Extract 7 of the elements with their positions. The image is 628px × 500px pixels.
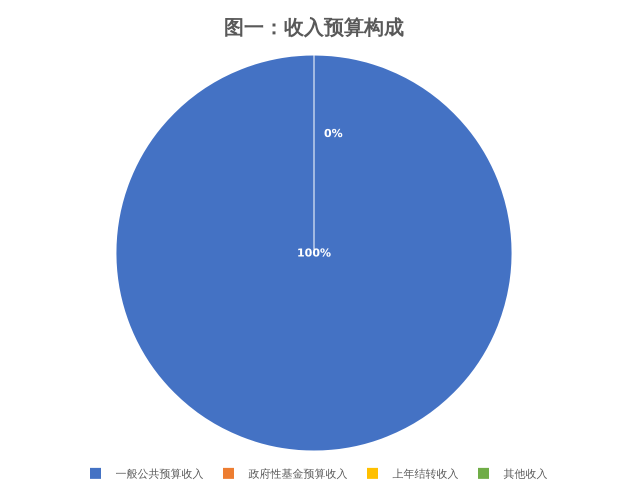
legend-label: 政府性基金预算收入 <box>248 468 348 481</box>
chart-title: 图一：收入预算构成 <box>224 15 404 39</box>
text: 0% <box>324 127 343 140</box>
legend-label: 一般公共预算收入 <box>116 468 204 481</box>
legend-label: 其他收入 <box>504 468 548 481</box>
legend-label: 上年结转收入 <box>392 468 458 481</box>
data-label: 100% <box>297 246 331 260</box>
